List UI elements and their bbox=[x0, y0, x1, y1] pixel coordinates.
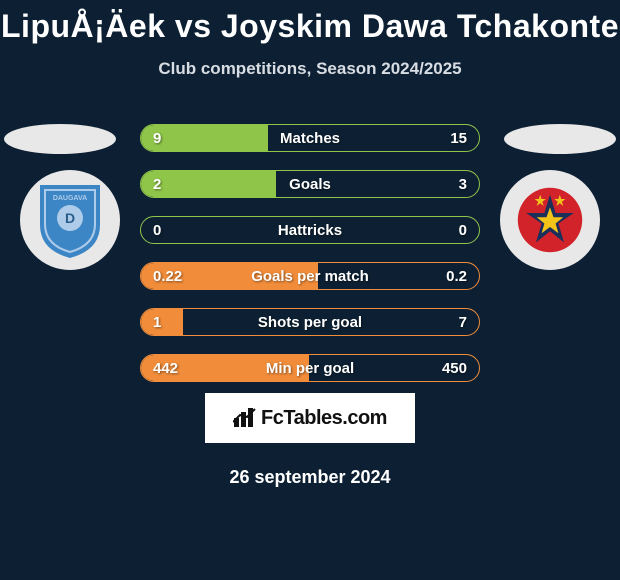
stat-value-right: 0 bbox=[459, 217, 467, 244]
player1-silhouette bbox=[4, 124, 116, 154]
stat-row: 442Min per goal450 bbox=[140, 354, 480, 382]
stat-label: Hattricks bbox=[141, 217, 479, 244]
stat-rows: 9Matches15 2Goals3 0Hattricks0 0.22Goals pe… bbox=[140, 124, 480, 400]
stat-label: Goals per match bbox=[141, 263, 479, 290]
brand-text: FcTables.com bbox=[261, 407, 387, 430]
stat-value-right: 450 bbox=[442, 355, 467, 382]
stat-value-right: 3 bbox=[459, 171, 467, 198]
club1-shield-icon: D DAUGAVA bbox=[35, 180, 105, 260]
club2-badge bbox=[500, 170, 600, 270]
stat-label: Goals bbox=[141, 171, 479, 198]
svg-text:DAUGAVA: DAUGAVA bbox=[53, 195, 87, 202]
stat-value-right: 15 bbox=[450, 125, 467, 152]
stat-label: Min per goal bbox=[141, 355, 479, 382]
date-label: 26 september 2024 bbox=[0, 467, 620, 488]
brand-box: FcTables.com bbox=[205, 393, 415, 443]
stat-value-right: 0.2 bbox=[446, 263, 467, 290]
subtitle: Club competitions, Season 2024/2025 bbox=[0, 59, 620, 79]
stat-row: 0Hattricks0 bbox=[140, 216, 480, 244]
player2-silhouette bbox=[504, 124, 616, 154]
svg-text:D: D bbox=[65, 210, 75, 226]
page-title: LipuÅ¡Äek vs Joyskim Dawa Tchakonte bbox=[0, 0, 620, 45]
stat-label: Matches bbox=[141, 125, 479, 152]
stat-row: 2Goals3 bbox=[140, 170, 480, 198]
stat-row: 1Shots per goal7 bbox=[140, 308, 480, 336]
brand-chart-icon bbox=[233, 408, 257, 428]
stat-label: Shots per goal bbox=[141, 309, 479, 336]
club2-crest-icon bbox=[515, 180, 585, 260]
stat-value-right: 7 bbox=[459, 309, 467, 336]
stat-row: 9Matches15 bbox=[140, 124, 480, 152]
club1-badge: D DAUGAVA bbox=[20, 170, 120, 270]
stat-row: 0.22Goals per match0.2 bbox=[140, 262, 480, 290]
